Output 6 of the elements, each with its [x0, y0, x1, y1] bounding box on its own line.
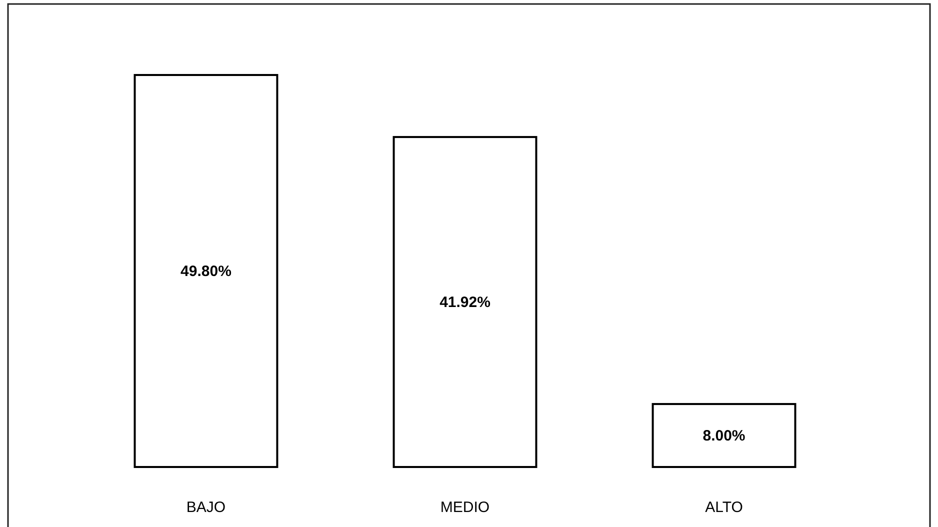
x-tick-label: ALTO [705, 499, 743, 516]
data-label: 49.80% [180, 263, 232, 280]
x-tick-label: BAJO [186, 499, 226, 516]
x-tick-label: MEDIO [440, 499, 490, 516]
data-label: 8.00% [702, 428, 746, 445]
data-label: 41.92% [440, 294, 490, 312]
